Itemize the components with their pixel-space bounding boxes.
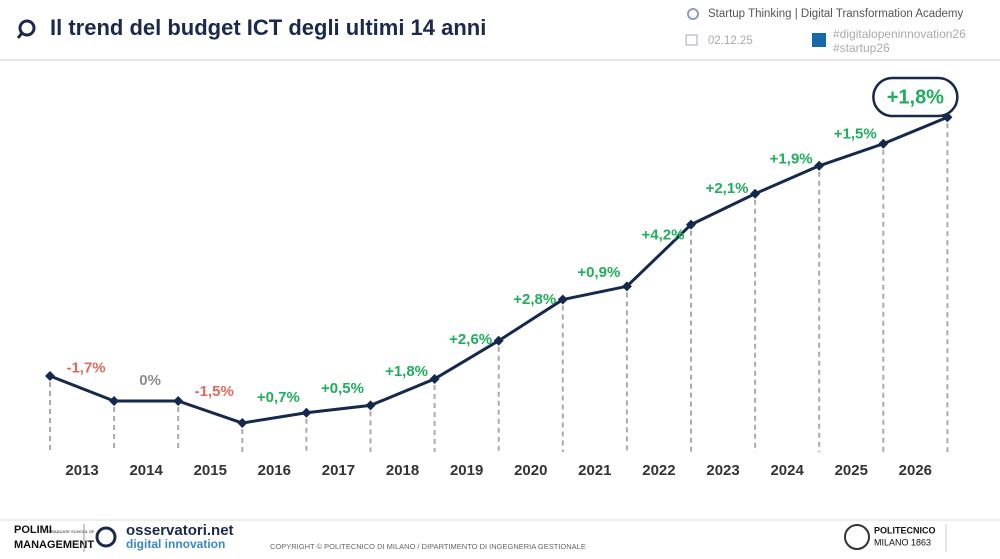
- icon: [687, 8, 699, 20]
- x-tick-label: 2021: [578, 462, 611, 479]
- date: 02.12.25: [708, 35, 753, 47]
- data-label: +1,5%: [834, 126, 877, 143]
- line-segment: [562, 284, 628, 302]
- data-label: +1,8%: [887, 86, 944, 108]
- line-segment: [242, 411, 307, 425]
- data-label: +0,5%: [321, 380, 364, 397]
- x-tick-label: 2020: [514, 462, 547, 479]
- x-tick-label: 2023: [706, 462, 739, 479]
- point: [237, 418, 248, 429]
- line-segment: [177, 399, 243, 425]
- point: [45, 371, 55, 381]
- x-tick-label: 2018: [386, 462, 419, 479]
- line-segment: [49, 374, 115, 403]
- data-label: +1,9%: [770, 151, 813, 168]
- data-label: +4,2%: [641, 226, 684, 243]
- plot: 2013 -1,7% 2014 0% 2015 -1,5% 2016 +0,7% 2017 +0,…: [45, 76, 959, 479]
- point: [429, 373, 440, 384]
- calendar-icon: [685, 34, 698, 46]
- line-segment: [306, 403, 371, 415]
- hashtag: #digitalopeninnovation26: [833, 27, 966, 41]
- hashtag: #startup26: [833, 41, 890, 55]
- data-label: +2,1%: [706, 180, 749, 197]
- point: [814, 160, 825, 171]
- polimi: MANAGEMENT: [14, 539, 94, 551]
- x-tick-label: 2022: [642, 462, 675, 479]
- title: Il trend del budget ICT degli ultimi 14 …: [50, 15, 486, 40]
- data-label: +1,8%: [385, 363, 428, 380]
- point: [557, 294, 568, 305]
- data-label: +0,7%: [257, 389, 300, 406]
- logo-icon: [18, 19, 36, 37]
- seal: [844, 524, 870, 550]
- point: [493, 335, 504, 346]
- data-label: +0,9%: [577, 264, 620, 281]
- point: [365, 400, 376, 411]
- academy: Startup Thinking | Digital Transformatio…: [708, 8, 964, 20]
- linkedin-icon: [812, 33, 826, 47]
- x-tick-label: 2024: [770, 462, 804, 479]
- point: [109, 395, 120, 406]
- x-tick-label: 2015: [194, 462, 227, 479]
- x-tick-label: 2025: [835, 462, 868, 479]
- x-tick-label: 2014: [129, 462, 163, 479]
- polimi: POLIMI: [14, 524, 52, 536]
- line-segment: [433, 339, 500, 381]
- point: [301, 407, 312, 418]
- x-tick-label: 2019: [450, 462, 483, 479]
- x-tick-label: 2017: [322, 462, 355, 479]
- highlight-box: [872, 76, 959, 118]
- line-segment: [625, 223, 693, 288]
- point: [878, 138, 889, 149]
- data-label: +2,8%: [513, 291, 556, 308]
- line-segment: [754, 164, 820, 196]
- logo-icon: [95, 526, 117, 548]
- point: [621, 281, 632, 292]
- line-segment: [818, 142, 884, 168]
- data-label: -1,7%: [66, 359, 105, 376]
- line-segment: [369, 377, 436, 407]
- line-segment: [690, 192, 756, 226]
- osservatori-sub: digital innovation: [126, 537, 225, 551]
- logo-icon: [16, 32, 24, 39]
- data-label: -1,5%: [195, 383, 234, 400]
- x-tick-label: 2013: [65, 462, 98, 479]
- point: [173, 395, 184, 406]
- politecnico: POLITECNICO: [874, 525, 936, 535]
- line-segment: [882, 115, 948, 146]
- data-label: 0%: [139, 372, 161, 389]
- line-segment: [497, 298, 564, 342]
- point: [750, 188, 761, 199]
- x-tick-label: 2016: [258, 462, 291, 479]
- data-label: +2,6%: [449, 331, 492, 348]
- point: [686, 219, 696, 230]
- copyright: COPYRIGHT © POLITECNICO DI MILANO / DIPA…: [270, 542, 586, 551]
- x-tick-label: 2026: [899, 462, 932, 479]
- osservatori: osservatori.net: [126, 522, 234, 539]
- polimi: GRADUATE SCHOOL OF: [48, 529, 95, 534]
- politecnico: MILANO 1863: [874, 537, 931, 547]
